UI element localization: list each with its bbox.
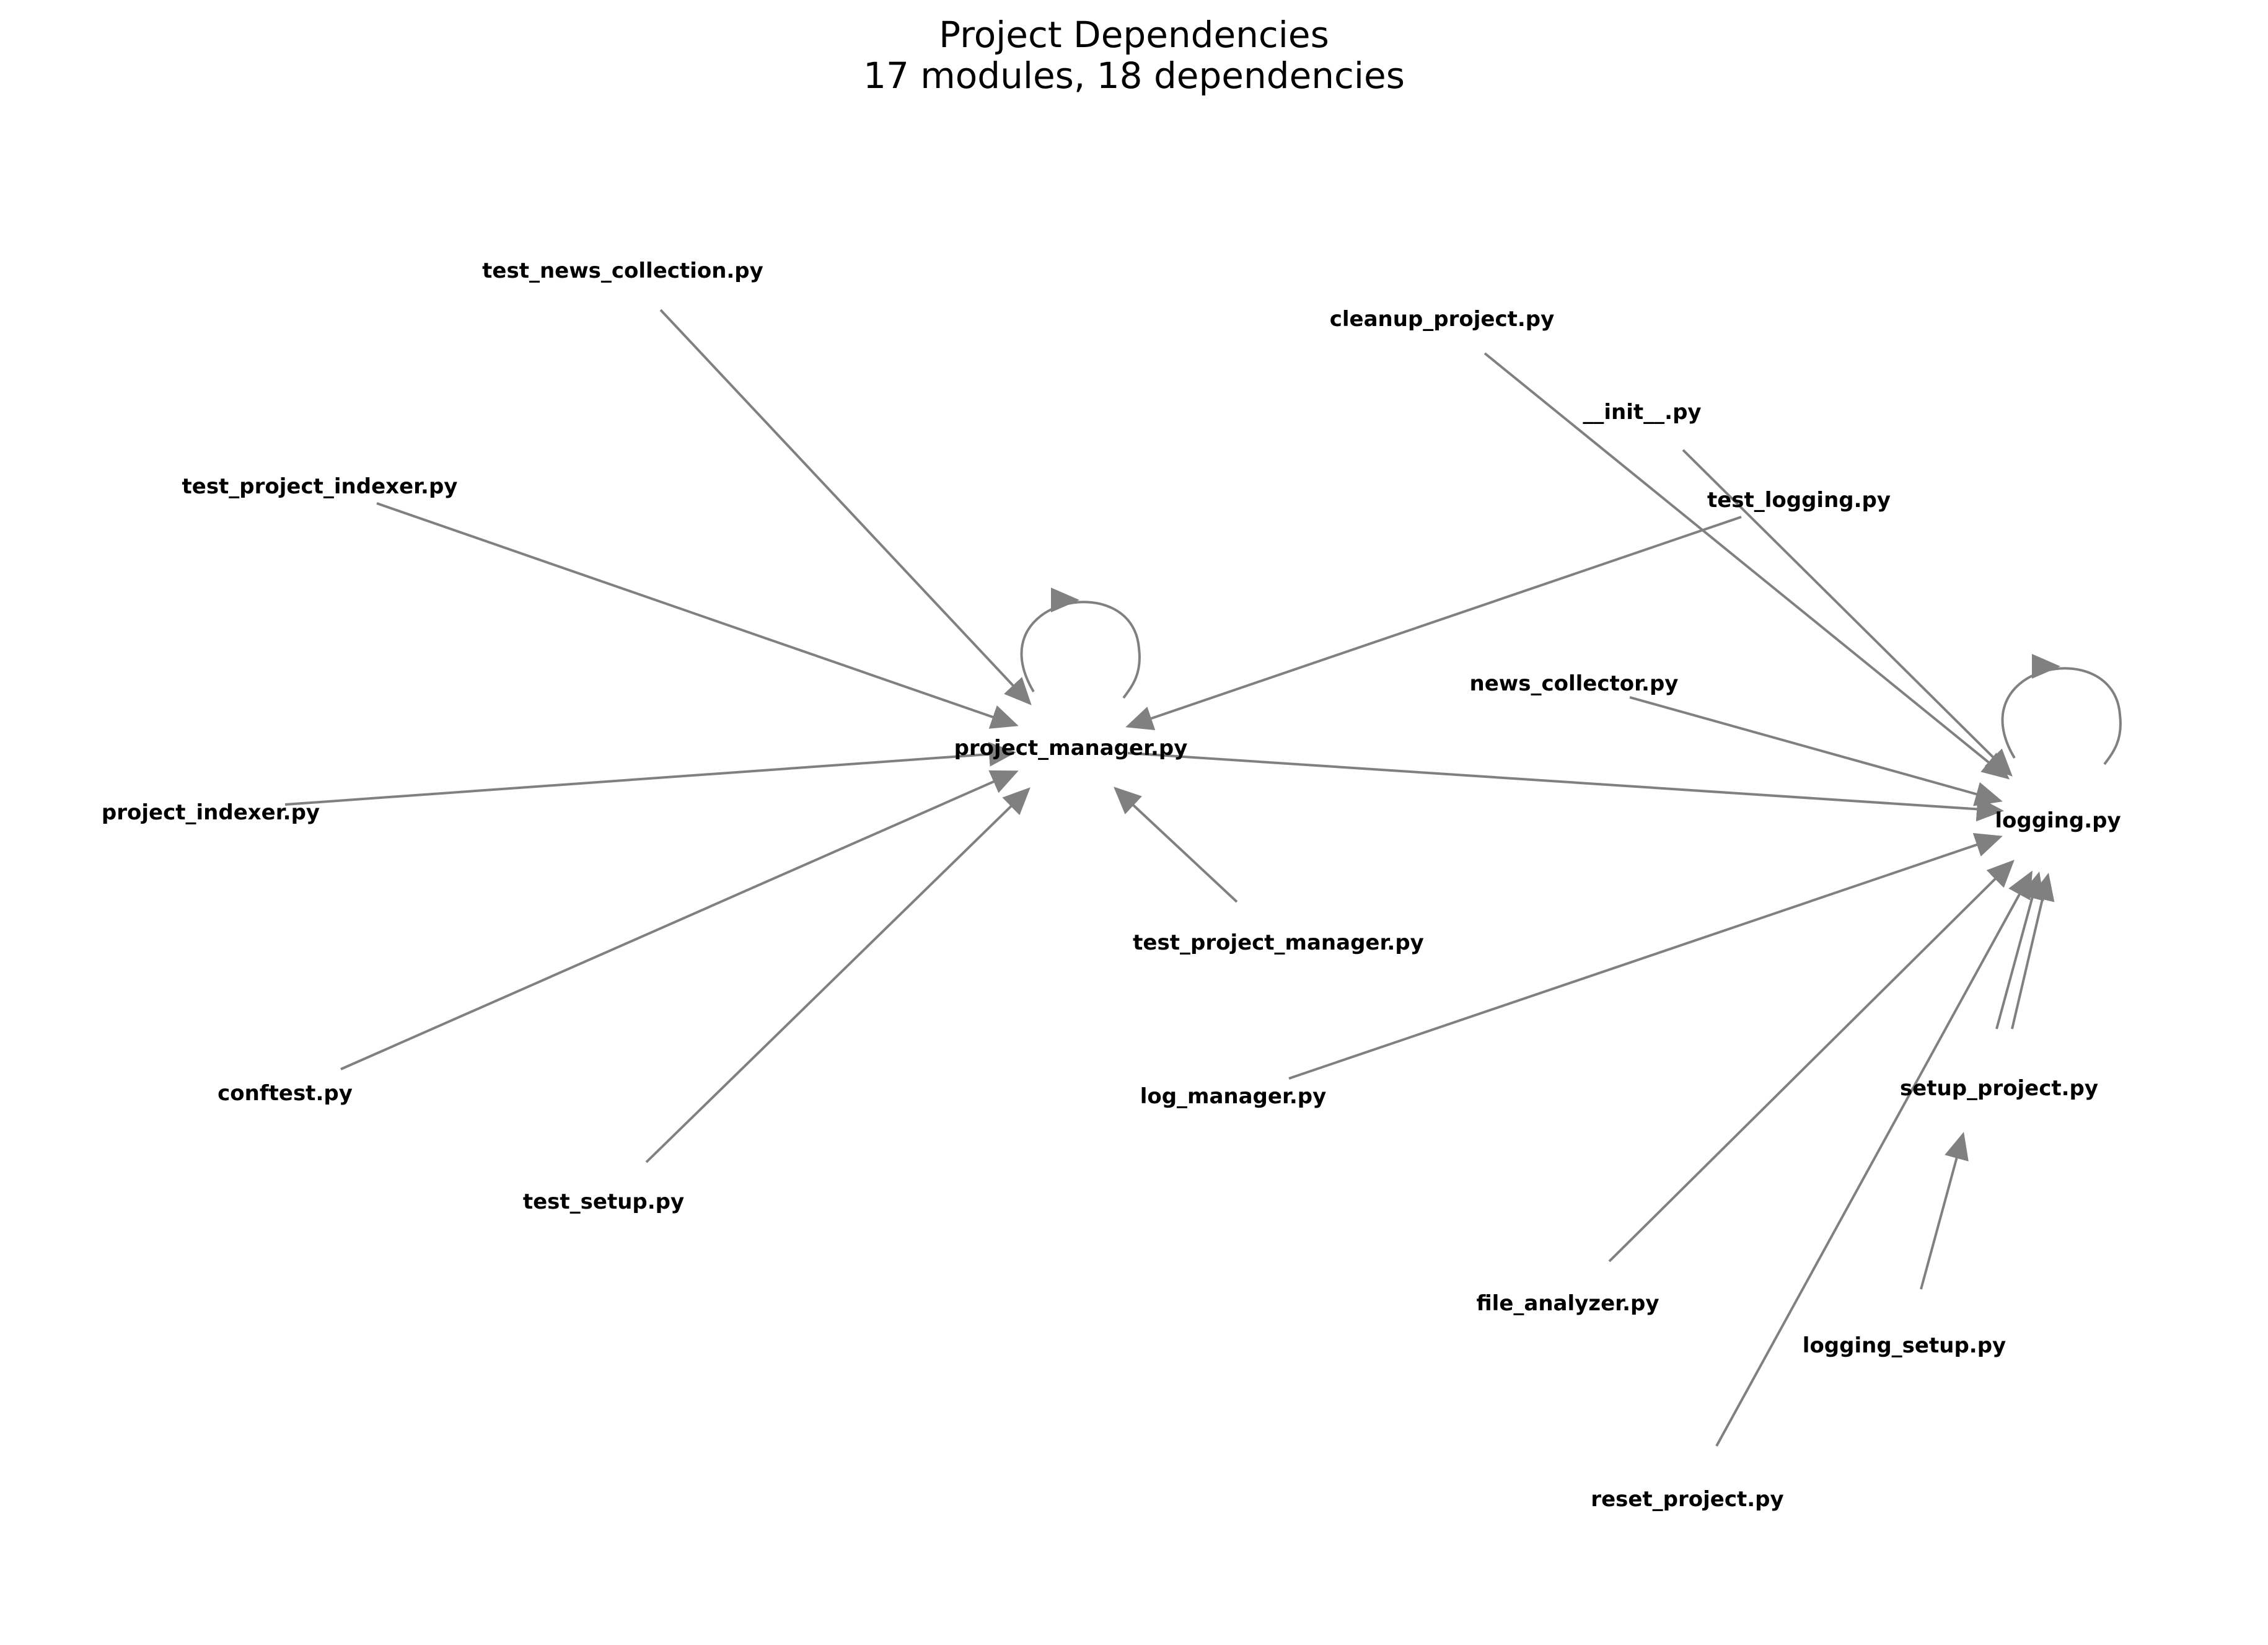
edge-test-news-collection-to-project-manager: [659, 309, 1032, 705]
node-label-logging-setup: logging_setup.py: [1803, 1333, 2006, 1358]
edge-news-collector-to-logging: [1629, 696, 2003, 806]
edge-log-manager-to-logging: [1288, 832, 2003, 1080]
node-label-log-manager: log_manager.py: [1140, 1084, 1327, 1109]
node-label-test-logging: test_logging.py: [1707, 488, 1891, 513]
edge-test-logging-to-project-manager: [1125, 516, 1742, 731]
edge-project-manager-to-project-manager-arrowhead: [1051, 588, 1079, 612]
edge-init-to-logging: [1682, 449, 2013, 777]
edge-test-project-manager-to-project-manager: [1114, 787, 1238, 903]
edge-conftest-to-project-manager: [340, 770, 1019, 1070]
labels-layer: test_news_collection.py cleanup_project.p…: [102, 258, 2121, 1512]
edge-logging-to-logging: [2001, 667, 2122, 765]
node-label-test-project-manager: test_project_manager.py: [1133, 930, 1424, 955]
node-label-test-setup: test_setup.py: [523, 1189, 684, 1214]
edge-logging-setup-to-logging: [1920, 1132, 1969, 1290]
graph-subtitle: 17 modules, 18 dependencies: [863, 55, 1405, 97]
graph-title: Project Dependencies: [939, 14, 1329, 56]
edge-project-manager-to-project-manager: [1020, 601, 1141, 699]
edge-test-setup-to-project-manager: [645, 787, 1031, 1163]
edge-setup-project-to-logging-parallel: [2011, 873, 2055, 1030]
node-label-project-indexer: project_indexer.py: [102, 800, 320, 825]
node-label-test-news-collection: test_news_collection.py: [482, 258, 763, 283]
node-label-project-manager: project_manager.py: [954, 736, 1188, 761]
edge-project-manager-to-logging: [1127, 752, 2004, 822]
edge-reset-project-to-logging: [1715, 870, 2033, 1447]
node-label-file-analyzer: file_analyzer.py: [1476, 1291, 1659, 1316]
node-label-logging: logging.py: [1995, 808, 2121, 833]
node-label-conftest: conftest.py: [218, 1081, 353, 1106]
node-label-cleanup-project: cleanup_project.py: [1330, 307, 1555, 332]
node-label-reset-project: reset_project.py: [1591, 1487, 1783, 1512]
edge-file-analyzer-to-logging: [1608, 860, 2015, 1263]
edge-logging-to-logging-arrowhead: [2032, 654, 2060, 679]
edge-test-project-indexer-to-project-manager: [376, 502, 1019, 729]
edges-layer: [284, 309, 2122, 1447]
node-label-news-collector: news_collector.py: [1470, 671, 1679, 696]
edge-project-indexer-to-project-manager: [284, 741, 1016, 806]
edge-cleanup-project-to-logging: [1483, 352, 2010, 780]
node-label-init: __init__.py: [1583, 400, 1701, 425]
node-label-setup-project: setup_project.py: [1900, 1076, 2098, 1101]
node-label-test-project-indexer: test_project_indexer.py: [182, 474, 458, 499]
